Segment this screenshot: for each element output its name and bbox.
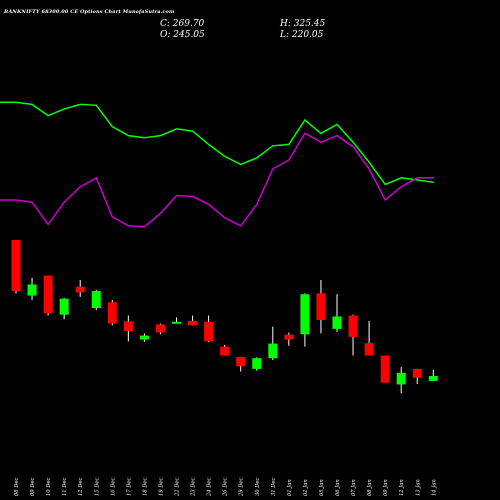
x-tick-label: 30 Dec [255,478,261,496]
high-value: H: 325.45 [280,19,326,29]
x-tick-label: 05 Jan [319,479,325,496]
candle-body [348,315,358,337]
candles-group [11,240,438,394]
x-tick-label: 09 Dec [30,478,36,496]
ohlc-readout: C: 269.70 O: 245.05 H: 325.45 L: 220.05 [160,19,380,43]
x-tick-label: 06 Jan [335,479,341,496]
x-tick-label: 13 Jan [415,479,421,496]
x-tick-label: 12 Dec [78,478,84,496]
candle-body [204,321,214,342]
x-tick-label: 14 Jan [431,479,437,496]
x-tick-label: 18 Dec [142,478,148,496]
upper-band-line [0,101,434,186]
candle-body [236,356,246,367]
open-value: O: 245.05 [160,30,205,40]
x-tick-label: 08 Jan [367,479,373,496]
candle-body [220,346,230,356]
x-tick-label: 09 Jan [383,479,389,496]
x-tick-label: 19 Dec [158,478,164,496]
x-tick-label: 11 Dec [62,478,68,496]
candle-body [380,355,390,383]
close-value: C: 269.70 [160,19,205,29]
low-value: L: 220.05 [280,30,324,40]
candle-body [172,321,181,324]
x-tick-label: 24 Dec [207,478,213,497]
candle-body [139,335,149,340]
candle-body [59,298,69,315]
x-tick-label: 26 Dec [223,478,229,497]
candle-body [268,343,278,359]
x-tick-label: 31 Dec [271,478,277,496]
candle-body [412,368,422,378]
candle-body [364,343,374,356]
candle-body [188,320,198,326]
candle-body [27,284,37,296]
x-tick-label: 22 Dec [175,478,181,497]
x-axis-labels: 08 Dec 09 Dec 10 Dec 11 Dec 12 Dec 15 Dec 16 D… [14,478,437,497]
x-tick-label: 10 Dec [46,478,52,496]
x-tick-label: 17 Dec [126,478,132,496]
x-tick-label: 02 Jan [303,479,309,496]
candle-body [396,372,406,385]
x-tick-label: 23 Dec [191,478,197,497]
x-tick-label: 01 Jan [287,479,293,496]
x-tick-label: 16 Dec [110,478,116,496]
chart-title: BANKNIFTY 68300.00 CE Options Chart Muna… [4,9,175,15]
candle-body [316,293,326,320]
x-tick-label: 07 Jan [351,479,357,496]
candle-body [252,358,262,369]
candle-body [11,240,21,292]
candle-body [107,302,117,324]
candle-body [75,286,85,293]
x-tick-label: 12 Jan [399,479,405,496]
lower-band-line [0,132,434,228]
candle-body [91,291,101,308]
candle-body [284,334,294,340]
x-tick-label: 29 Dec [239,478,245,497]
x-tick-label: 15 Dec [94,478,100,496]
x-tick-label: 08 Dec [14,478,20,496]
candle-body [300,294,310,335]
candle-body [332,316,342,329]
candle-body [123,321,133,332]
candle-body [428,376,438,381]
candle-body [43,275,53,314]
candle-body [155,324,165,333]
